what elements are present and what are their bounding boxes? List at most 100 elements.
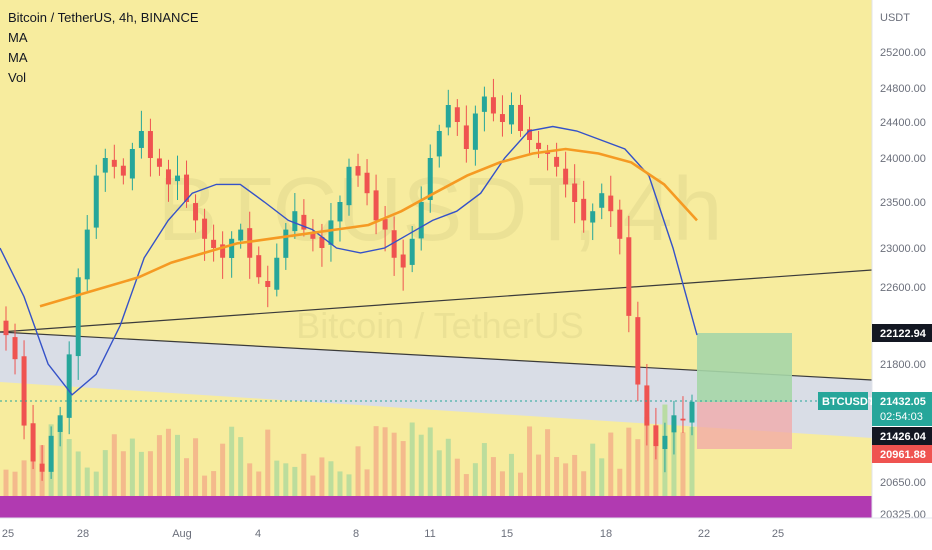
volume-bar <box>3 469 9 496</box>
candle-body <box>527 129 533 140</box>
candle-body <box>680 418 686 421</box>
take-profit-zone[interactable] <box>697 333 792 402</box>
candle-body <box>373 190 379 221</box>
volume-bar <box>247 463 253 496</box>
volume-bar <box>364 469 370 496</box>
candle-body <box>147 131 153 158</box>
candle-body <box>481 96 487 112</box>
candle-body <box>545 152 551 154</box>
indicator-volume[interactable]: Vol <box>8 70 27 85</box>
volume-bar <box>346 474 352 496</box>
candle-body <box>175 175 180 182</box>
ma-fast-line[interactable] <box>0 125 698 396</box>
time-tick-label: 11 <box>424 528 435 540</box>
volume-bar <box>590 443 596 496</box>
volume-bar <box>12 471 18 496</box>
candle-body <box>283 229 289 258</box>
watermark-ticker: BTCUSDT, 4h <box>157 160 722 260</box>
price-tick-label: 20650.00 <box>880 477 926 489</box>
candle-body <box>165 169 171 185</box>
volume-bar <box>256 471 262 496</box>
candle-body <box>184 174 190 202</box>
candle-body <box>138 131 144 148</box>
candle-body <box>274 257 280 290</box>
candle-body <box>445 105 451 128</box>
volume-bar <box>373 426 379 496</box>
volume-bar <box>129 438 135 496</box>
candle-body <box>75 277 81 357</box>
price-tick-label: 24400.00 <box>880 117 926 129</box>
time-axis[interactable] <box>0 518 932 550</box>
volume-bar <box>211 471 217 496</box>
volume-bar <box>165 428 171 496</box>
volume-strip <box>0 496 872 518</box>
volume-bar <box>229 426 235 496</box>
candle-body <box>391 230 397 258</box>
time-tick-label: 8 <box>353 528 359 540</box>
stop-price-tag <box>872 445 932 463</box>
volume-bar <box>57 423 63 496</box>
volume-bar <box>120 451 126 496</box>
candle-body <box>3 320 9 336</box>
volume-bar <box>436 450 442 496</box>
volume-bar <box>193 438 199 496</box>
volume-bar <box>427 427 433 496</box>
candle-body <box>21 356 27 426</box>
volume-bar <box>409 422 415 496</box>
volume-bar <box>400 441 406 496</box>
candle-body <box>84 229 90 280</box>
volume-bar <box>508 453 514 496</box>
volume-bar <box>608 432 614 496</box>
volume-bar <box>490 457 496 496</box>
candle-body <box>39 463 45 472</box>
volume-bar <box>680 432 686 496</box>
volume-bar <box>445 438 451 496</box>
candle-body <box>48 435 54 472</box>
candlesticks <box>3 78 695 481</box>
upper-channel-band <box>0 332 872 438</box>
price-tick-labels: 25200.00 24800.00 24400.00 24000.00 23500.00… <box>880 47 926 521</box>
time-tick-labels: 25 28 Aug 4 8 11 15 18 22 25 <box>2 528 784 540</box>
candle-body <box>202 218 208 239</box>
volume-bar <box>454 458 460 496</box>
candle-body <box>355 166 361 176</box>
stop-loss-zone[interactable] <box>697 402 792 449</box>
volume-bar <box>75 451 81 496</box>
candle-body <box>472 113 478 150</box>
volume-bar <box>274 460 280 496</box>
symbol-tag-label: BTCUSDT <box>822 396 875 408</box>
candle-body <box>220 244 226 258</box>
candle-body <box>626 237 632 316</box>
time-tick-label: 18 <box>600 528 612 540</box>
volume-bar <box>238 437 244 496</box>
candle-body <box>156 158 162 167</box>
candle-body <box>554 156 560 167</box>
watermark-name: Bitcoin / TetherUS <box>296 305 583 346</box>
indicator-ma-1[interactable]: MA <box>8 30 28 45</box>
candle-body <box>653 425 659 447</box>
indicator-ma-2[interactable]: MA <box>8 50 28 65</box>
candle-body <box>229 238 235 258</box>
candle-body <box>238 229 244 241</box>
price-tick-label: 23000.00 <box>880 243 926 255</box>
symbol-tag <box>818 392 868 410</box>
ascending-trendline[interactable] <box>0 269 873 333</box>
price-tick-label: 21800.00 <box>880 359 926 371</box>
volume-bar <box>111 434 117 496</box>
volume-bar <box>463 474 469 496</box>
candle-body <box>310 232 316 239</box>
price-tick-label: 22600.00 <box>880 282 926 294</box>
volume-bar <box>310 475 316 496</box>
candle-body <box>463 125 469 149</box>
volume-bar <box>66 439 72 496</box>
time-tick-label: Aug <box>172 528 192 540</box>
volume-bar <box>536 454 542 496</box>
target-price-label: 22122.94 <box>880 328 927 340</box>
symbol-title[interactable]: Bitcoin / TetherUS, 4h, BINANCE <box>8 10 199 25</box>
candle-body <box>499 114 505 122</box>
ma-slow-line[interactable] <box>39 147 698 308</box>
candle-body <box>617 209 623 239</box>
candle-body <box>644 385 650 426</box>
volume-bar <box>671 421 677 496</box>
